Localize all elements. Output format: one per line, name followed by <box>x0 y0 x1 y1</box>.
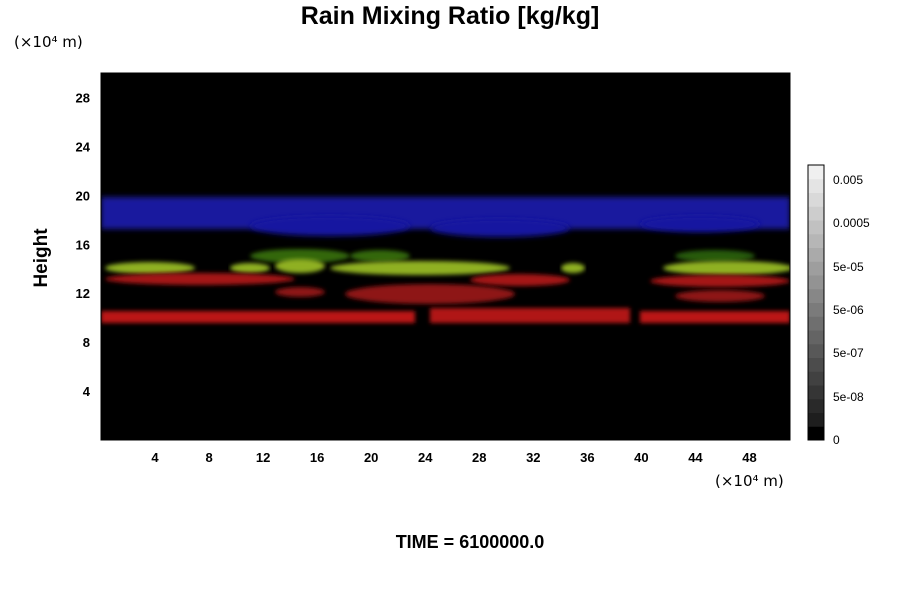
colorbar-swatch <box>808 233 824 248</box>
band-yellow-green <box>230 263 270 273</box>
colorbar-swatch <box>808 288 824 303</box>
y-tick-label: 8 <box>83 335 90 350</box>
y-axis-unit: (×10⁴ m) <box>14 33 83 51</box>
y-tick-label: 12 <box>76 286 90 301</box>
band-red-upper <box>470 274 570 286</box>
colorbar-swatch <box>808 412 824 427</box>
band-red-lower <box>640 311 790 323</box>
colorbar-swatch <box>808 302 824 317</box>
y-tick-label: 4 <box>83 384 91 399</box>
colorbar-swatch <box>808 385 824 400</box>
colorbar-swatch <box>808 343 824 358</box>
colorbar-label: 5e-06 <box>833 303 864 317</box>
band-blue-lobe <box>250 216 410 236</box>
y-tick-labels: 4 8 12 16 20 24 28 <box>76 90 91 399</box>
band-yellow-green <box>275 259 325 273</box>
field-layer <box>101 197 790 323</box>
band-green-patch <box>675 250 755 262</box>
x-tick-label: 32 <box>526 450 540 465</box>
y-tick-label: 24 <box>76 139 91 154</box>
colorbar-swatch <box>808 206 824 221</box>
band-yellow-green <box>663 261 790 275</box>
colorbar-swatch <box>808 220 824 235</box>
x-tick-label: 20 <box>364 450 378 465</box>
colorbar-swatch <box>808 426 824 441</box>
band-red-lower <box>430 308 630 323</box>
x-tick-label: 36 <box>580 450 594 465</box>
band-red-upper <box>675 290 765 302</box>
plot-border <box>100 72 791 441</box>
colorbar-border <box>807 164 825 441</box>
time-annotation: TIME = 6100000.0 <box>395 532 545 552</box>
colorbar-swatch <box>808 178 824 193</box>
colorbar-swatch <box>808 398 824 413</box>
colorbar-swatch <box>808 247 824 262</box>
band-blue-lobe <box>640 216 760 232</box>
colorbar: 0.005 0.0005 5e-05 5e-06 5e-07 5e-08 0 <box>807 164 870 447</box>
x-tick-label: 24 <box>418 450 433 465</box>
band-red-upper <box>275 287 325 297</box>
x-tick-label: 40 <box>634 450 648 465</box>
colorbar-swatch <box>808 192 824 207</box>
band-yellow-green <box>561 263 585 273</box>
band-red-upper <box>105 273 295 285</box>
x-tick-label: 8 <box>205 450 212 465</box>
y-tick-label: 20 <box>76 188 90 203</box>
x-tick-label: 16 <box>310 450 324 465</box>
x-tick-label: 4 <box>151 450 159 465</box>
band-blue-lobe <box>430 219 570 237</box>
band-red-upper <box>345 284 515 304</box>
band-red-upper <box>650 275 790 287</box>
y-tick-label: 16 <box>76 237 90 252</box>
band-green-patch <box>350 250 410 262</box>
colorbar-swatch <box>808 330 824 345</box>
x-axis-unit: (×10⁴ m) <box>715 472 784 490</box>
colorbar-swatch <box>808 357 824 372</box>
colorbar-label: 0 <box>833 433 840 447</box>
colorbar-swatch <box>808 316 824 331</box>
x-tick-label: 12 <box>256 450 270 465</box>
x-tick-label: 28 <box>472 450 486 465</box>
colorbar-swatch <box>808 165 824 180</box>
colorbar-swatch <box>808 275 824 290</box>
x-tick-label: 48 <box>742 450 756 465</box>
band-green-patch <box>250 249 350 263</box>
colorbar-swatch <box>808 261 824 276</box>
x-tick-labels: 4 8 12 16 20 24 28 32 36 40 44 48 <box>151 450 756 465</box>
y-tick-label: 28 <box>76 90 90 105</box>
colorbar-label: 0.005 <box>833 173 863 187</box>
colorbar-label: 5e-05 <box>833 260 864 274</box>
band-yellow-green <box>330 261 510 275</box>
colorbar-label: 5e-07 <box>833 346 864 360</box>
band-yellow-green <box>105 262 195 274</box>
colorbar-swatch <box>808 371 824 386</box>
x-tick-label: 44 <box>688 450 703 465</box>
band-red-lower <box>101 311 415 323</box>
colorbar-label: 0.0005 <box>833 216 870 230</box>
colorbar-label: 5e-08 <box>833 390 864 404</box>
chart-title: Rain Mixing Ratio [kg/kg] <box>300 2 600 30</box>
